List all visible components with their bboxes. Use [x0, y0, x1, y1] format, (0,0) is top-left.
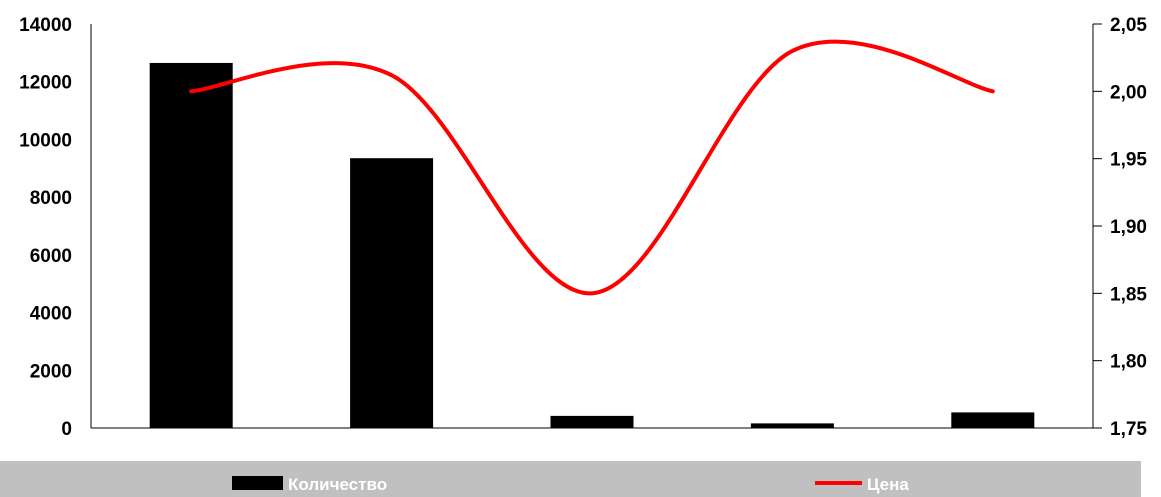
right-y-tick-label: 2,00 [1110, 82, 1147, 103]
legend-label-price: Цена [867, 475, 909, 494]
bar [951, 412, 1035, 428]
legend: Количество Цена [0, 461, 1141, 497]
left-y-tick-label: 14000 [19, 15, 72, 36]
right-y-axis-ticks: 1,75 1,80 1,85 1,90 1,95 2,00 2,05 [1093, 15, 1147, 440]
bar [750, 423, 834, 428]
right-y-tick-label: 1,95 [1110, 150, 1147, 171]
right-y-tick-label: 1,90 [1110, 217, 1147, 238]
right-y-tick-label: 1,75 [1110, 419, 1147, 440]
bar [350, 158, 434, 428]
left-y-tick-label: 12000 [19, 73, 72, 94]
left-y-tick-label: 0 [61, 419, 72, 440]
bar-series [149, 62, 1035, 428]
left-y-tick-label: 2000 [30, 361, 72, 382]
left-y-tick-label: 4000 [30, 304, 72, 325]
right-y-tick-label: 1,85 [1110, 284, 1147, 305]
left-y-tick-label: 8000 [30, 188, 72, 209]
legend-label-quantity: Количество [288, 475, 387, 494]
left-y-tick-label: 6000 [30, 246, 72, 267]
right-y-tick-label: 1,80 [1110, 352, 1147, 373]
legend-swatch-quantity [232, 476, 283, 490]
bar [149, 62, 233, 428]
price-line-series [189, 39, 995, 296]
bar [550, 415, 634, 428]
left-y-axis-ticks: 0 2000 4000 6000 8000 10000 12000 14000 [19, 15, 72, 440]
left-y-tick-label: 10000 [19, 130, 72, 151]
legend-background [0, 461, 1141, 497]
right-y-tick-label: 2,05 [1110, 15, 1147, 36]
